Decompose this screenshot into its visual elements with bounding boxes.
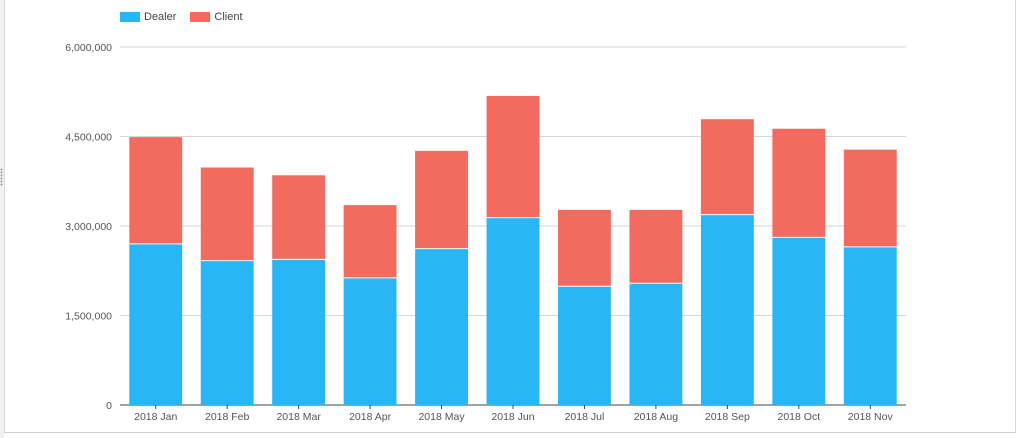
bar-dealer[interactable]: [843, 246, 897, 405]
y-tick-label: 1,500,000: [65, 311, 112, 323]
bar-client[interactable]: [343, 205, 397, 278]
y-tick-label: 0: [106, 400, 112, 412]
x-tick-label: 2018 Feb: [205, 411, 250, 423]
bar-dealer[interactable]: [200, 260, 254, 405]
bar-client[interactable]: [415, 150, 468, 249]
x-tick-label: 2018 Aug: [634, 411, 679, 423]
bar-dealer[interactable]: [272, 259, 326, 405]
bar-client[interactable]: [629, 209, 683, 284]
x-tick-label: 2018 Mar: [276, 411, 321, 423]
y-tick-label: 6,000,000: [65, 42, 112, 54]
bar-client[interactable]: [272, 175, 326, 260]
chart-frame: [4, 0, 1016, 433]
bar-dealer[interactable]: [415, 248, 468, 405]
bar-dealer[interactable]: [772, 237, 826, 405]
bar-dealer[interactable]: [486, 217, 540, 405]
resize-handle[interactable]: [0, 168, 3, 186]
left-panel-strip: [0, 0, 4, 438]
bar-client[interactable]: [772, 128, 826, 238]
bar-dealer[interactable]: [629, 283, 683, 405]
x-tick-label: 2018 Apr: [349, 411, 392, 423]
legend-item-client[interactable]: Client: [190, 11, 243, 23]
x-tick-label: 2018 May: [418, 411, 465, 423]
bar-client[interactable]: [129, 137, 183, 244]
legend-item-dealer[interactable]: Dealer: [120, 11, 176, 23]
y-tick-label: 4,500,000: [65, 132, 112, 144]
bar-dealer[interactable]: [129, 243, 183, 405]
bar-client[interactable]: [486, 95, 540, 218]
bar-client[interactable]: [558, 209, 611, 287]
x-tick-label: 2018 Jun: [491, 411, 534, 423]
x-tick-label: 2018 Oct: [778, 411, 821, 423]
bar-dealer[interactable]: [700, 214, 754, 405]
legend-label-client: Client: [214, 11, 243, 23]
legend-label-dealer: Dealer: [144, 11, 177, 23]
y-tick-label: 3,000,000: [65, 221, 112, 233]
x-tick-label: 2018 Jan: [134, 411, 177, 423]
x-tick-label: 2018 Nov: [848, 411, 894, 423]
legend-swatch-client: [190, 12, 211, 22]
x-tick-label: 2018 Jul: [565, 411, 605, 423]
bar-dealer[interactable]: [558, 286, 611, 405]
bar-client[interactable]: [843, 149, 897, 247]
bar-dealer[interactable]: [343, 277, 397, 405]
bar-client[interactable]: [700, 119, 754, 215]
legend-swatch-dealer: [120, 12, 140, 22]
x-tick-label: 2018 Sep: [705, 411, 750, 423]
legend: Dealer Client: [120, 11, 243, 23]
bar-client[interactable]: [200, 167, 254, 261]
